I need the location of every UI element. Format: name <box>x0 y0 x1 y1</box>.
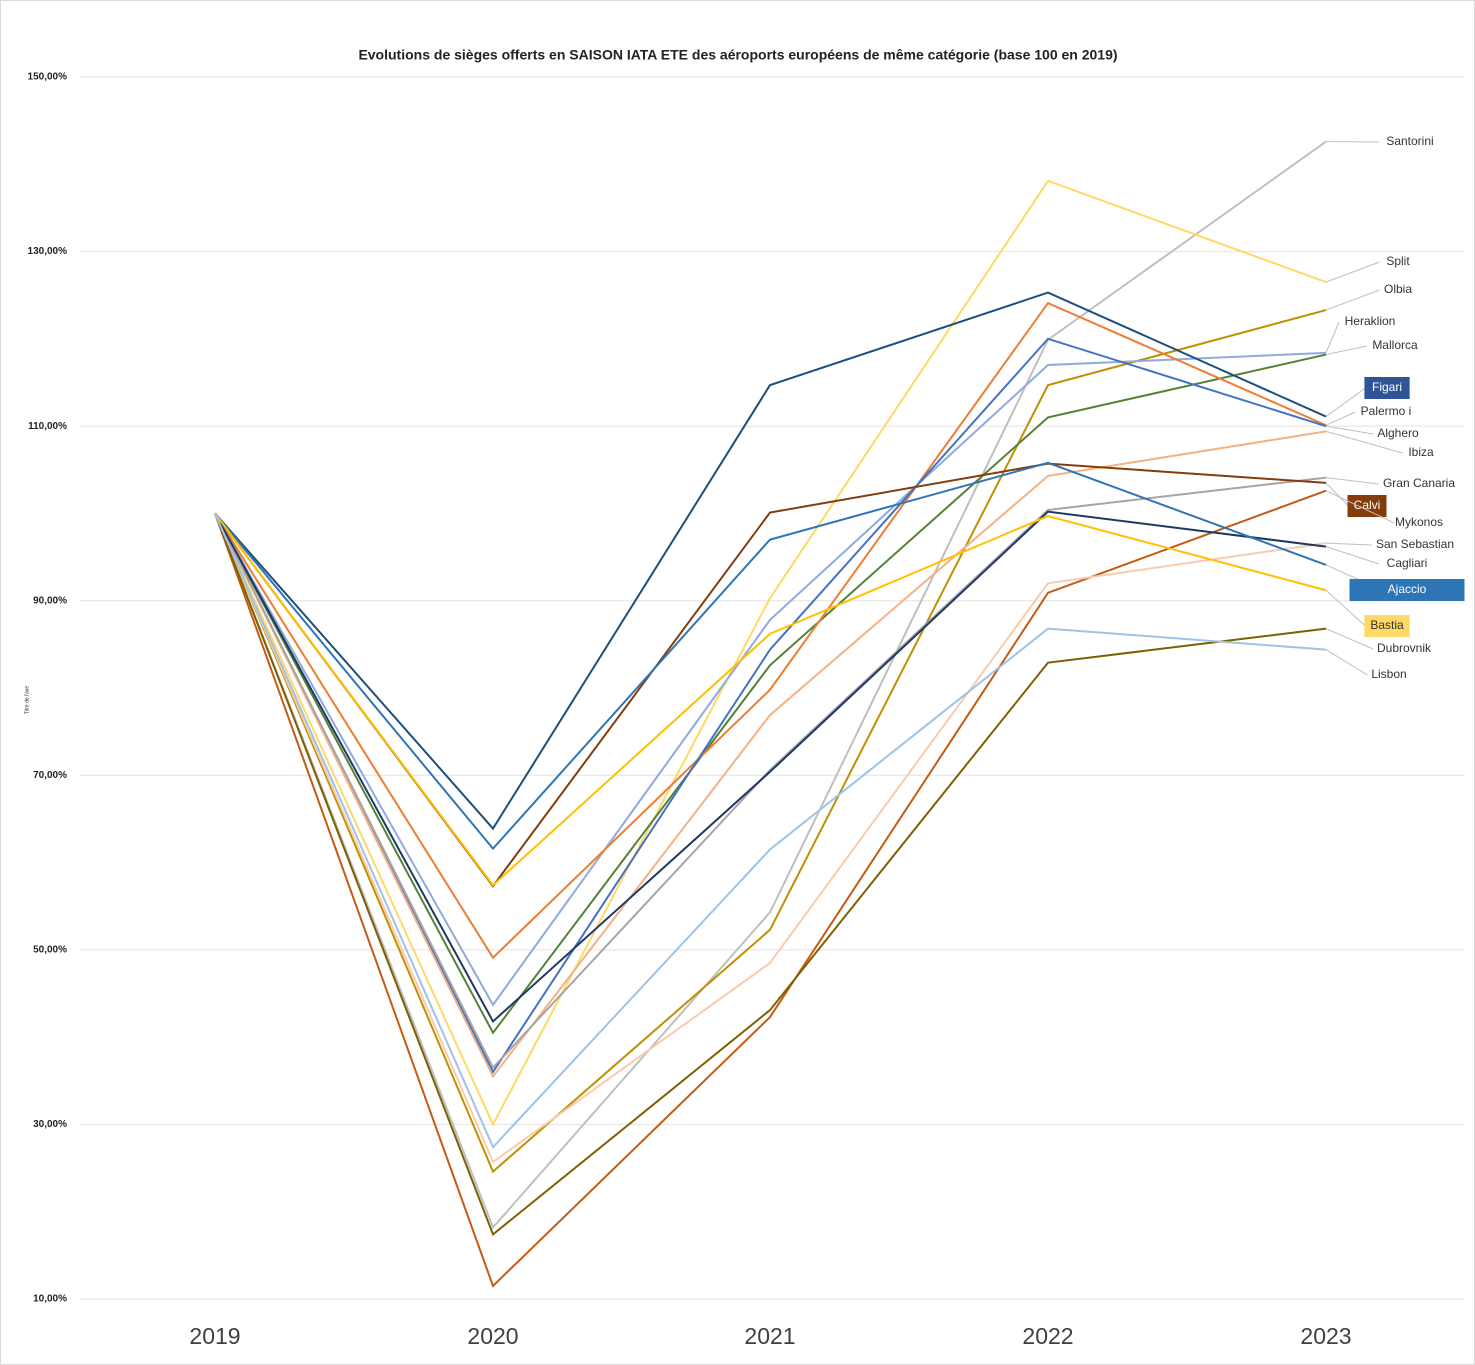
series-line <box>214 353 1327 1035</box>
leader-line <box>1325 425 1374 435</box>
x-tick-label: 2023 <box>1300 1323 1351 1349</box>
leader-line <box>1325 490 1395 524</box>
leader-line <box>1325 411 1356 426</box>
series-line <box>214 461 1327 851</box>
series-line <box>214 179 1327 1127</box>
series-line <box>214 513 1327 1149</box>
series-line <box>214 489 1327 1288</box>
leader-line <box>1325 261 1380 283</box>
legend-label: Calvi <box>1354 498 1381 512</box>
series-line <box>214 513 1327 1164</box>
leader-line <box>1325 649 1368 676</box>
legend-label: Split <box>1386 254 1410 268</box>
legend-label: Mallorca <box>1372 338 1418 352</box>
label-box <box>1364 377 1410 399</box>
y-axis-label: Titre de l'axe <box>24 686 30 715</box>
y-tick-label: 150,00% <box>28 72 68 83</box>
legend-label: Figari <box>1372 380 1402 394</box>
y-tick-label: 130,00% <box>28 246 68 257</box>
y-tick-label: 50,00% <box>33 944 67 955</box>
series-line <box>214 337 1327 1075</box>
leader-line <box>1325 430 1403 454</box>
legend-label: Gran Canaria <box>1383 476 1455 490</box>
series-line <box>214 351 1327 1007</box>
label-box <box>1347 495 1387 517</box>
legend-label: Ibiza <box>1408 445 1434 459</box>
x-tick-label: 2022 <box>1022 1323 1073 1349</box>
legend-label: Alghero <box>1377 426 1419 440</box>
legend-label: Bastia <box>1370 618 1404 632</box>
leader-line <box>1325 628 1374 650</box>
series-line <box>214 291 1327 831</box>
series-line <box>214 430 1327 1079</box>
series-line <box>214 476 1327 1070</box>
legend-label: Lisbon <box>1371 667 1406 681</box>
leader-line <box>1325 321 1340 354</box>
leader-line <box>1325 482 1349 507</box>
leader-line <box>1325 546 1380 565</box>
leader-line <box>1325 589 1366 627</box>
leader-line <box>1325 289 1380 311</box>
legend-label: Santorini <box>1386 134 1433 148</box>
legend-label: Heraklion <box>1345 314 1396 328</box>
series-line <box>214 512 1327 887</box>
series-line <box>214 513 1327 1237</box>
y-tick-label: 70,00% <box>33 770 67 781</box>
leader-line <box>1325 542 1372 546</box>
y-tick-label: 30,00% <box>33 1119 67 1130</box>
legend-label: Cagliari <box>1387 556 1428 570</box>
leader-line <box>1325 477 1379 485</box>
legend-label: Ajaccio <box>1388 582 1427 596</box>
y-tick-label: 90,00% <box>33 595 67 606</box>
legend-label: Palermo i <box>1361 404 1412 418</box>
legend-label: San Sebastian <box>1376 537 1454 551</box>
x-tick-label: 2021 <box>744 1323 795 1349</box>
legend-label: Olbia <box>1384 282 1412 296</box>
series-line <box>214 140 1327 1230</box>
y-tick-label: 110,00% <box>28 421 67 432</box>
series-line <box>214 510 1327 1024</box>
x-tick-label: 2020 <box>467 1323 518 1349</box>
leader-line <box>1325 387 1366 417</box>
label-box <box>1349 579 1465 601</box>
chart-title: Evolutions de sièges offerts en SAISON I… <box>358 47 1117 63</box>
series-line <box>214 301 1327 960</box>
y-tick-label: 10,00% <box>33 1294 67 1305</box>
legend-label: Dubrovnik <box>1377 641 1432 655</box>
x-tick-label: 2019 <box>189 1323 240 1349</box>
label-box <box>1364 615 1410 637</box>
legend-label: Mykonos <box>1395 515 1443 529</box>
leader-line <box>1325 345 1368 356</box>
